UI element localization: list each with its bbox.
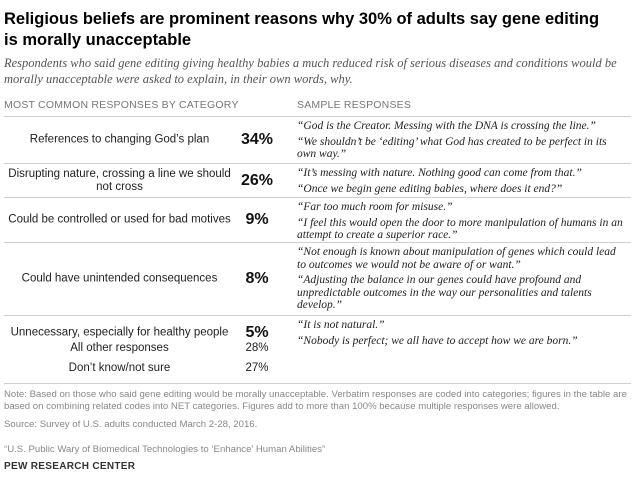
chart-source: Source: Survey of U.S. adults conducted …	[4, 419, 258, 430]
category-label: References to changing God’s plan	[29, 133, 210, 146]
column-header-categories: MOST COMMON RESPONSES BY CATEGORY	[4, 99, 239, 111]
table-row: Could be controlled or used for bad moti…	[4, 197, 631, 242]
category-label: Could have unintended consequences	[21, 272, 218, 285]
category-label: Could be controlled or used for bad moti…	[8, 213, 231, 226]
chart-title: Religious beliefs are prominent reasons …	[4, 10, 600, 49]
category-percent: 28%	[245, 342, 269, 354]
category-percent: 27%	[245, 362, 269, 374]
sample-quote: “Not enough is known about manipulation …	[297, 246, 616, 271]
table-row: Could have unintended consequences 8% “N…	[4, 242, 631, 315]
table-row: References to changing God’s plan 34% “G…	[4, 116, 631, 163]
sample-quote: “God is the Creator. Messing with the DN…	[297, 120, 596, 132]
sample-quote: “It is not natural.”	[297, 319, 385, 331]
sample-quote: “Far too much room for misuse.”	[297, 201, 453, 213]
response-table: References to changing God’s plan 34% “G…	[4, 116, 631, 350]
sample-quote: “Once we begin gene editing babies, wher…	[297, 182, 563, 195]
brand-logo-text: PEW RESEARCH CENTER	[4, 461, 136, 472]
category-percent: 8%	[245, 270, 269, 287]
category-label: Unnecessary, especially for healthy peop…	[10, 326, 229, 339]
table-row: Disrupting nature, crossing a line we sh…	[4, 163, 631, 197]
category-percent: 9%	[245, 211, 269, 228]
category-percent: 5%	[245, 324, 269, 341]
sample-quote: “We shouldn’t be ‘editing’ what God has …	[297, 135, 607, 161]
sample-quotes: “God is the Creator. Messing with the DN…	[297, 120, 627, 164]
category-percent: 34%	[240, 131, 274, 148]
sample-quotes: “It is not natural.” “Nobody is perfect;…	[297, 319, 627, 350]
table-row: Unnecessary, especially for healthy peop…	[4, 315, 631, 350]
report-title: “U.S. Public Wary of Biomedical Technolo…	[4, 444, 326, 455]
category-label: All other responses	[70, 342, 169, 354]
divider	[4, 383, 631, 384]
sample-quotes: “Far too much room for misuse.” “I feel …	[297, 201, 627, 245]
category-label: Don’t know/not sure	[68, 362, 171, 374]
chart-note: Note: Based on those who said gene editi…	[4, 389, 627, 412]
column-header-samples: SAMPLE RESPONSES	[297, 99, 412, 111]
sample-quote: “I feel this would open the door to more…	[297, 216, 623, 242]
category-label: Disrupting nature, crossing a line we sh…	[8, 167, 231, 193]
sample-quote: “Nobody is perfect; we all have to accep…	[297, 334, 578, 347]
chart-subtitle: Respondents who said gene editing giving…	[4, 56, 617, 86]
sample-quotes: “Not enough is known about manipulation …	[297, 246, 627, 315]
category-percent: 26%	[240, 171, 274, 189]
sample-quote: “It’s messing with nature. Nothing good …	[297, 167, 582, 179]
sample-quote: “Adjusting the balance in our genes coul…	[297, 274, 592, 311]
sample-quotes: “It’s messing with nature. Nothing good …	[297, 167, 627, 198]
